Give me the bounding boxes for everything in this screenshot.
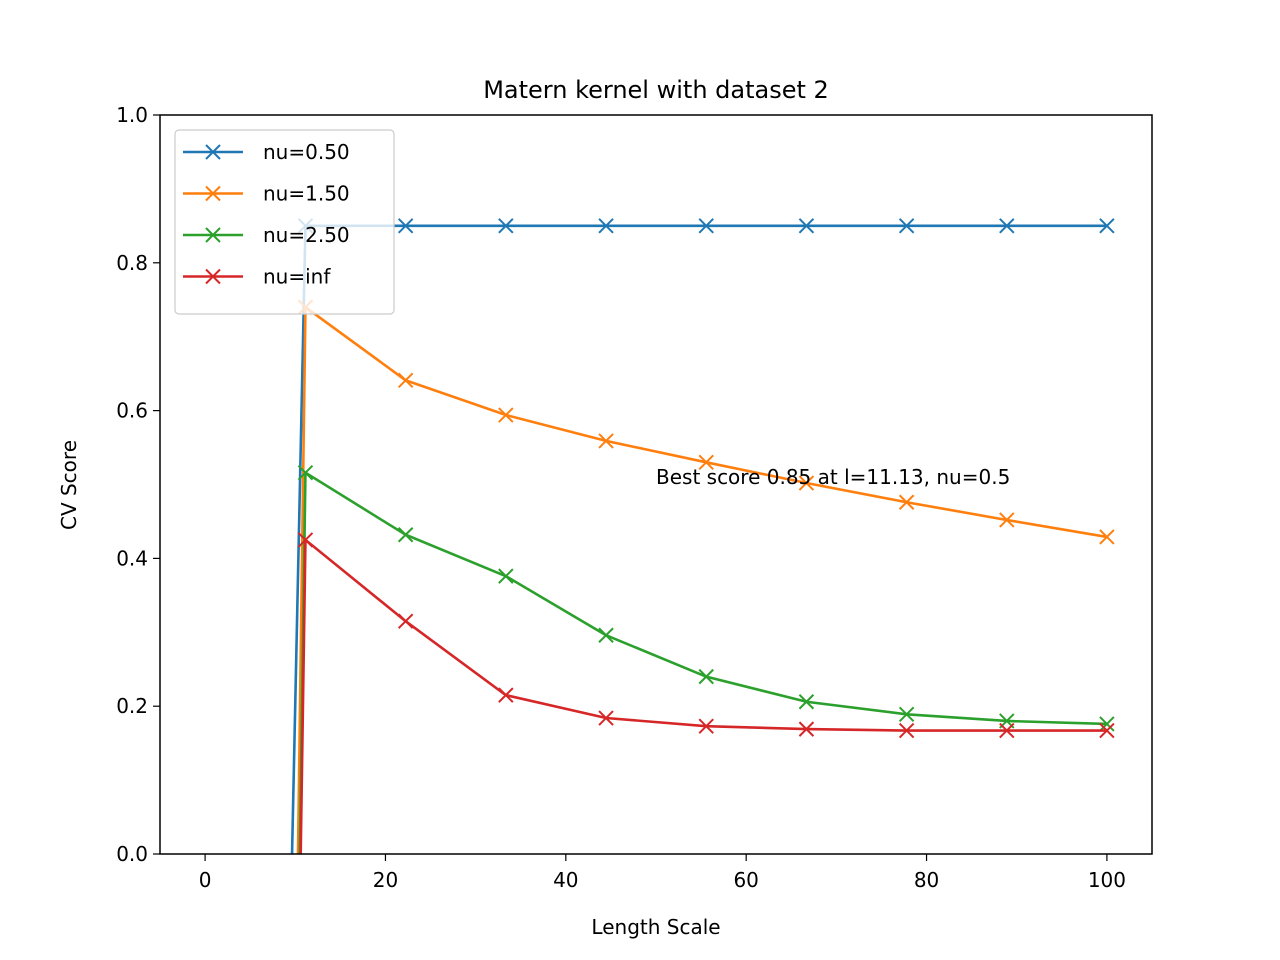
marker — [898, 706, 915, 723]
marker — [1099, 722, 1115, 739]
y-tick-label: 1.0 — [116, 103, 148, 127]
marker — [1099, 716, 1115, 732]
y-tick-label: 0.0 — [116, 842, 148, 866]
legend-label: nu=0.50 — [263, 140, 350, 164]
marker — [598, 710, 614, 726]
legend-marker — [205, 185, 221, 202]
series-line — [296, 304, 1108, 854]
y-tick-label: 0.4 — [116, 546, 148, 570]
marker — [498, 407, 514, 423]
marker — [1099, 218, 1115, 234]
marker — [999, 218, 1015, 234]
x-tick-label: 40 — [553, 868, 578, 892]
marker — [798, 694, 815, 710]
legend-marker — [205, 144, 221, 160]
marker — [898, 494, 915, 510]
x-tick-label: 20 — [373, 868, 398, 892]
legend-label: nu=2.50 — [263, 223, 350, 247]
marker — [798, 475, 815, 491]
x-tick-label: 80 — [914, 868, 939, 892]
marker — [999, 722, 1015, 739]
y-tick-label: 0.6 — [116, 399, 148, 423]
marker — [898, 722, 915, 739]
marker — [397, 613, 414, 629]
marker — [397, 372, 414, 389]
y-tick-label: 0.2 — [116, 694, 148, 718]
marker — [698, 454, 714, 471]
marker — [297, 532, 314, 548]
legend-marker — [205, 227, 221, 243]
marker — [698, 718, 714, 734]
axes-frame — [159, 114, 1153, 855]
legend-label: nu=1.50 — [263, 182, 350, 206]
x-tick-label: 60 — [733, 868, 758, 892]
marker — [598, 433, 614, 449]
marker — [898, 218, 915, 234]
y-tick-label: 0.8 — [116, 251, 148, 275]
marker — [698, 668, 714, 685]
x-axis-label: Length Scale — [591, 915, 720, 939]
series-line — [298, 470, 1107, 854]
marker — [498, 687, 514, 703]
marker — [798, 721, 815, 737]
marker — [698, 218, 714, 234]
marker — [498, 568, 514, 584]
series-line — [299, 537, 1107, 854]
y-axis-label: CV Score — [57, 440, 81, 530]
marker — [598, 218, 614, 234]
marker — [999, 512, 1015, 528]
x-tick-label: 100 — [1088, 868, 1126, 892]
chart-title: Matern kernel with dataset 2 — [483, 76, 829, 104]
marker — [598, 627, 614, 643]
marker — [1099, 529, 1115, 545]
legend-label: nu=inf — [263, 265, 331, 289]
legend: nu=0.50 nu=1.50 nu=2.50 nu=inf — [174, 129, 395, 315]
marker — [498, 218, 514, 234]
annotation: Best score 0.85 at l=11.13, nu=0.5 — [656, 465, 1010, 489]
x-tick-label: 0 — [199, 868, 212, 892]
marker — [397, 527, 414, 543]
marker — [798, 218, 815, 234]
legend-marker — [205, 268, 221, 285]
legend-box — [174, 129, 395, 315]
marker — [397, 218, 414, 234]
marker — [297, 464, 314, 481]
